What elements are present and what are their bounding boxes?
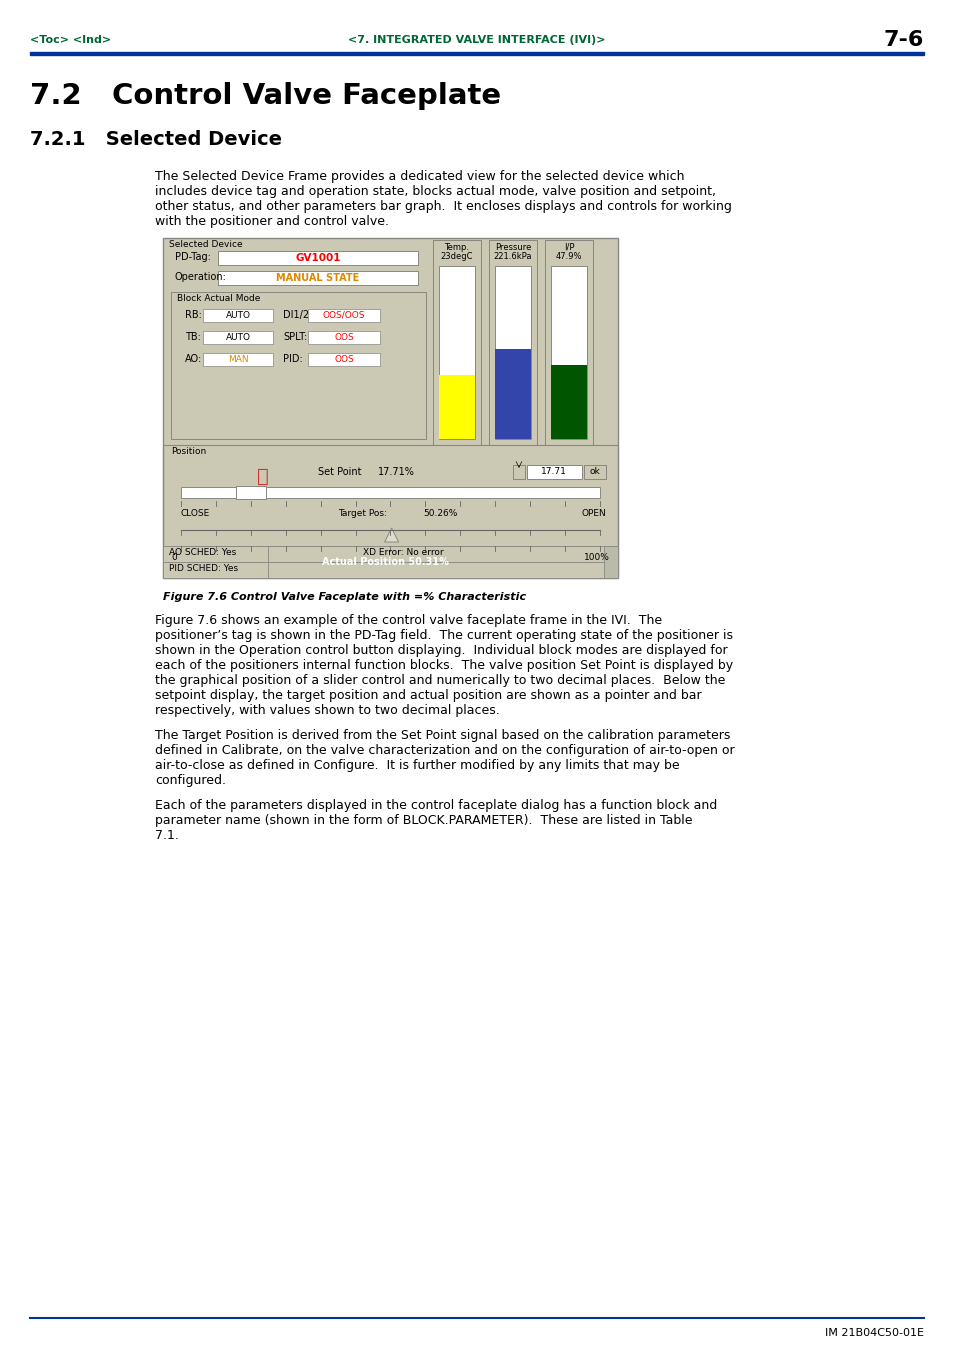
Text: ⮠: ⮠ (257, 467, 269, 486)
Bar (544, 240, 593, 444)
Text: 221.6kPa: 221.6kPa (494, 253, 532, 261)
Bar (308, 353, 379, 366)
Text: positioner’s tag is shown in the PD-Tag field.  The current operating state of t: positioner’s tag is shown in the PD-Tag … (154, 630, 732, 642)
Text: Target Pos:: Target Pos: (337, 509, 387, 517)
Text: PID:: PID: (283, 354, 302, 363)
Text: 7.2   Control Valve Faceplate: 7.2 Control Valve Faceplate (30, 82, 500, 109)
Text: 23degC: 23degC (440, 253, 473, 261)
Text: AO SCHED: Yes: AO SCHED: Yes (169, 549, 236, 557)
Bar (438, 376, 475, 439)
Text: ok: ok (589, 467, 599, 476)
Text: AUTO: AUTO (225, 332, 251, 342)
Text: MAN: MAN (228, 355, 248, 363)
Text: with the positioner and control valve.: with the positioner and control valve. (154, 215, 389, 228)
Bar (236, 486, 266, 499)
Bar (203, 309, 273, 322)
Text: SPLT:: SPLT: (283, 332, 307, 342)
Text: CLOSE: CLOSE (181, 509, 210, 517)
Text: 47.9%: 47.9% (556, 253, 581, 261)
Text: GV1001: GV1001 (294, 253, 340, 263)
Bar (163, 562, 618, 578)
Bar (583, 465, 605, 480)
Bar (30, 51, 923, 55)
Text: MANUAL STATE: MANUAL STATE (276, 273, 359, 282)
Text: 7.2.1   Selected Device: 7.2.1 Selected Device (30, 130, 282, 149)
Text: The Selected Device Frame provides a dedicated view for the selected device whic: The Selected Device Frame provides a ded… (154, 170, 684, 182)
Bar (489, 240, 537, 444)
Bar (433, 240, 480, 444)
Text: 7.1.: 7.1. (154, 830, 178, 842)
Text: PD-Tag:: PD-Tag: (174, 253, 211, 262)
Bar (438, 266, 475, 439)
Text: DI1/2: DI1/2 (283, 309, 309, 320)
Bar (495, 266, 531, 439)
Text: Selected Device: Selected Device (169, 240, 242, 249)
Bar (603, 546, 618, 578)
Text: The Target Position is derived from the Set Point signal based on the calibratio: The Target Position is derived from the … (154, 730, 730, 742)
Bar (526, 465, 581, 480)
Polygon shape (384, 528, 398, 542)
Text: OPEN: OPEN (581, 509, 606, 517)
Text: parameter name (shown in the form of BLOCK.PARAMETER).  These are listed in Tabl: parameter name (shown in the form of BLO… (154, 815, 692, 827)
Text: PID SCHED: Yes: PID SCHED: Yes (169, 563, 238, 573)
Text: RB:: RB: (185, 309, 202, 320)
Text: the graphical position of a slider control and numerically to two decimal places: the graphical position of a slider contr… (154, 674, 724, 688)
Text: OOS/OOS: OOS/OOS (322, 311, 365, 320)
Text: includes device tag and operation state, blocks actual mode, valve position and : includes device tag and operation state,… (154, 185, 716, 199)
Text: <Toc> <Ind>: <Toc> <Ind> (30, 35, 111, 45)
Text: shown in the Operation control button displaying.  Individual block modes are di: shown in the Operation control button di… (154, 644, 727, 657)
Bar (203, 353, 273, 366)
Text: AUTO: AUTO (225, 311, 251, 320)
Bar (163, 444, 618, 578)
Text: Figure 7.6 shows an example of the control valve faceplate frame in the IVI.  Th: Figure 7.6 shows an example of the contr… (154, 613, 661, 627)
Text: defined in Calibrate, on the valve characterization and on the configuration of : defined in Calibrate, on the valve chara… (154, 744, 734, 757)
Bar (203, 331, 273, 345)
Bar (171, 292, 426, 439)
Text: Actual Position 50.31%: Actual Position 50.31% (322, 557, 449, 567)
Bar (163, 546, 618, 562)
Text: OOS: OOS (334, 332, 354, 342)
Bar (163, 238, 618, 578)
Text: AO:: AO: (185, 354, 202, 363)
Bar (551, 365, 586, 439)
Text: respectively, with values shown to two decimal places.: respectively, with values shown to two d… (154, 704, 499, 717)
Bar (495, 349, 531, 439)
Text: Operation:: Operation: (174, 272, 227, 282)
Text: 17.71: 17.71 (540, 467, 566, 476)
Text: <7. INTEGRATED VALVE INTERFACE (IVI)>: <7. INTEGRATED VALVE INTERFACE (IVI)> (348, 35, 605, 45)
Text: configured.: configured. (154, 774, 226, 788)
Bar (513, 465, 524, 480)
Text: TB:: TB: (185, 332, 201, 342)
Text: Pressure: Pressure (495, 243, 531, 253)
Bar (551, 266, 586, 439)
Text: 0: 0 (171, 553, 176, 562)
Text: Block Actual Mode: Block Actual Mode (177, 295, 260, 303)
Text: 100%: 100% (583, 553, 609, 562)
Text: Each of the parameters displayed in the control faceplate dialog has a function : Each of the parameters displayed in the … (154, 798, 717, 812)
Bar (183, 555, 386, 576)
Text: air-to-close as defined in Configure.  It is further modified by any limits that: air-to-close as defined in Configure. It… (154, 759, 679, 771)
Text: 17.71%: 17.71% (377, 467, 415, 477)
Text: XD Error: No error: XD Error: No error (363, 549, 443, 557)
Text: IM 21B04C50-01E: IM 21B04C50-01E (824, 1328, 923, 1337)
Text: Temp.: Temp. (444, 243, 469, 253)
Text: Set Point: Set Point (317, 467, 361, 477)
Bar (163, 546, 268, 562)
Bar (308, 331, 379, 345)
Bar (218, 251, 417, 265)
Text: each of the positioners internal function blocks.  The valve position Set Point : each of the positioners internal functio… (154, 659, 732, 671)
Bar (183, 555, 587, 576)
Text: Position: Position (171, 447, 206, 457)
Text: 7-6: 7-6 (882, 30, 923, 50)
Text: Figure 7.6 Control Valve Faceplate with =% Characteristic: Figure 7.6 Control Valve Faceplate with … (163, 592, 525, 603)
Text: other status, and other parameters bar graph.  It encloses displays and controls: other status, and other parameters bar g… (154, 200, 731, 213)
Bar (163, 562, 268, 578)
Bar (218, 272, 417, 285)
Bar (308, 309, 379, 322)
Bar (181, 486, 599, 499)
Text: OOS: OOS (334, 355, 354, 363)
Text: setpoint display, the target position and actual position are shown as a pointer: setpoint display, the target position an… (154, 689, 700, 703)
Text: 50.26%: 50.26% (422, 509, 456, 517)
Text: I/P: I/P (563, 243, 574, 253)
